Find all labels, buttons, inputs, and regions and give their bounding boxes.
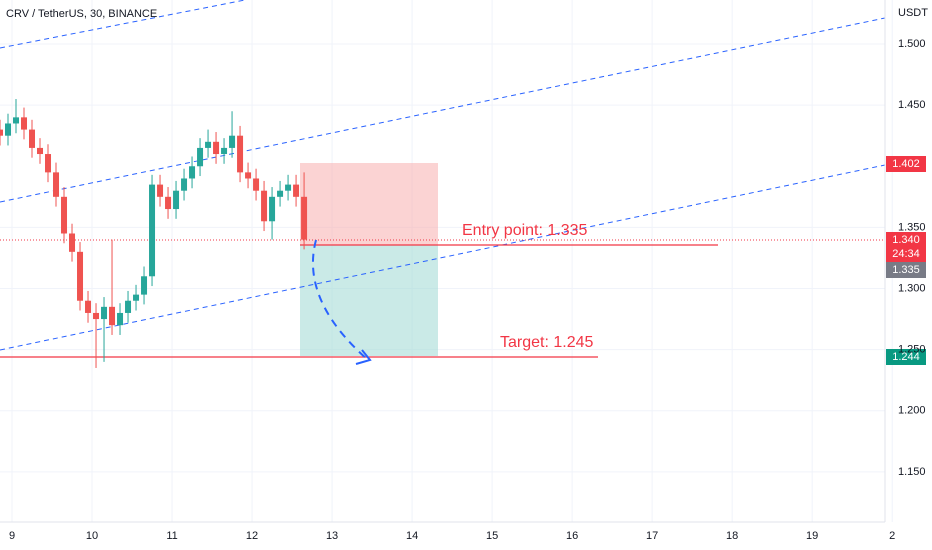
candle-body — [165, 196, 172, 210]
candle-body — [13, 117, 20, 124]
candle-body — [61, 196, 68, 234]
price-label-bg — [886, 156, 926, 172]
x-tick-label: 15 — [486, 530, 498, 542]
candle-body — [237, 135, 244, 173]
candle-body — [53, 172, 60, 197]
candle-body — [101, 306, 108, 320]
x-tick-label: 13 — [326, 530, 338, 542]
countdown-label: 24:34 — [892, 248, 920, 260]
candle-body — [205, 141, 212, 148]
candle-body — [93, 312, 100, 320]
candle-body — [197, 147, 204, 167]
y-tick-label: 1.350 — [898, 221, 926, 233]
candle-body — [181, 178, 188, 191]
candle-body — [117, 312, 124, 326]
candle-body — [149, 184, 156, 277]
candle-body — [5, 123, 12, 136]
candle-body — [301, 196, 308, 240]
candle-body — [109, 306, 116, 326]
candle-body — [229, 135, 236, 148]
candle-body — [261, 190, 268, 222]
target-label: Target: 1.245 — [500, 334, 594, 351]
entry-label: Entry point: 1.335 — [462, 222, 588, 239]
candle-body — [221, 147, 228, 155]
candle-body — [69, 233, 76, 252]
candle-body — [77, 251, 84, 301]
price-label: 1.402 — [892, 158, 920, 170]
x-tick-label: 14 — [406, 530, 418, 542]
y-tick-label: 1.300 — [898, 282, 926, 294]
projection-arrow — [355, 349, 372, 365]
candle-body — [0, 129, 3, 136]
candle-body — [125, 300, 132, 313]
y-unit: USDT — [898, 7, 928, 19]
price-label: 1.340 — [892, 234, 920, 246]
candle-body — [133, 294, 140, 301]
candle-body — [285, 184, 292, 191]
trend-line — [0, 17, 886, 203]
projection-path — [312, 239, 369, 361]
y-tick-label: 1.200 — [898, 405, 926, 417]
candle-body — [189, 166, 196, 179]
x-tick-label: 9 — [9, 530, 15, 542]
trend-line — [0, 164, 886, 351]
candle-body — [253, 178, 260, 191]
candle-body — [45, 154, 52, 173]
y-tick-label: 1.500 — [898, 38, 926, 50]
x-tick-label: 16 — [566, 530, 578, 542]
candle-body — [85, 300, 92, 313]
candle-body — [269, 196, 276, 222]
candles — [0, 99, 308, 368]
x-tick-label: 11 — [166, 530, 177, 542]
candle-body — [277, 190, 284, 197]
candle-body — [245, 172, 252, 179]
price-label-bg — [886, 349, 926, 365]
x-tick-label: 10 — [86, 530, 98, 542]
chart-title: CRV / TetherUS, 30, BINANCE — [6, 8, 157, 20]
y-tick-label: 1.450 — [898, 99, 926, 111]
x-tick-label: 2 — [889, 530, 895, 542]
price-label-bg — [886, 232, 926, 262]
x-tick-label: 12 — [246, 530, 258, 542]
y-tick-label: 1.250 — [898, 344, 926, 356]
x-tick-label: 17 — [646, 530, 658, 542]
candle-body — [141, 276, 148, 295]
price-label: 1.244 — [892, 351, 920, 363]
y-tick-label: 1.150 — [898, 466, 926, 478]
price-label-bg — [886, 262, 926, 278]
price-label: 1.335 — [892, 264, 920, 276]
stop-zone — [300, 163, 438, 245]
candle-body — [293, 184, 300, 197]
x-tick-label: 18 — [726, 530, 738, 542]
candle-body — [173, 190, 180, 210]
candle-body — [29, 129, 36, 148]
candle-body — [213, 141, 220, 155]
candle-body — [37, 147, 44, 155]
candle-body — [21, 117, 28, 130]
trend-lines — [0, 0, 886, 351]
candle-body — [157, 184, 164, 197]
x-tick-label: 19 — [806, 530, 818, 542]
trend-line — [0, 0, 246, 49]
